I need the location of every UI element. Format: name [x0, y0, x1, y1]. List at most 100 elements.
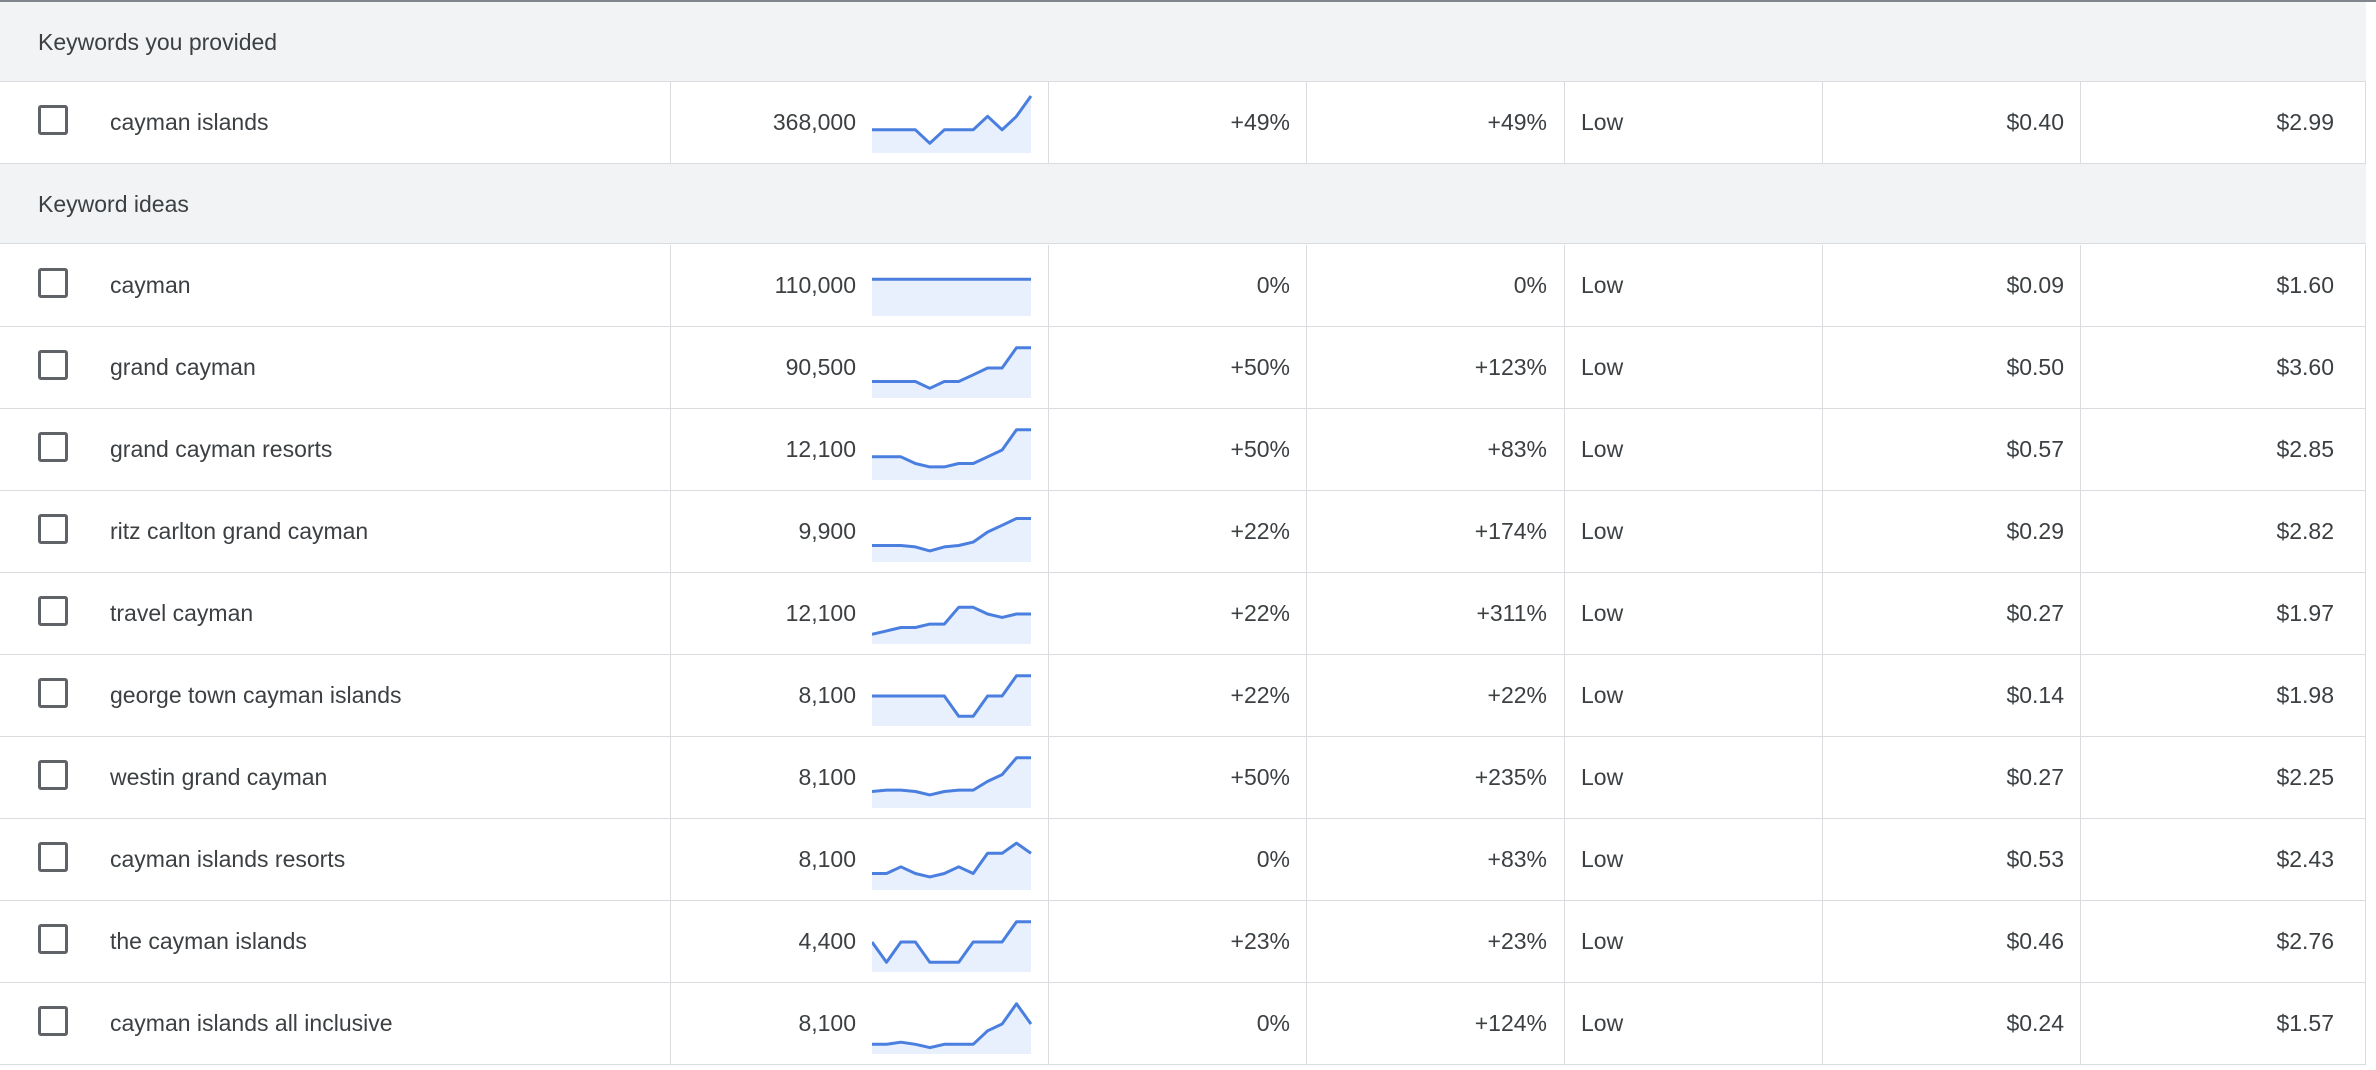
keyword-row[interactable]: george town cayman islands 8,100 +22% +22% L… — [0, 655, 2366, 737]
row-select-checkbox[interactable] — [38, 350, 68, 380]
keyword-text: grand cayman resorts — [110, 436, 333, 462]
column-divider — [2365, 983, 2366, 1064]
keyword-row[interactable]: grand cayman resorts 12,100 +50% +83% Low $0.… — [0, 409, 2366, 491]
sparkline-line — [872, 95, 1032, 145]
search-trend-sparkline — [872, 605, 1031, 644]
top-of-page-bid-low: $0.29 — [2006, 518, 2064, 544]
column-divider — [1564, 409, 1565, 490]
keyword-row[interactable]: cayman islands resorts 8,100 0% +83% Low $0.5… — [0, 819, 2366, 901]
keyword-row[interactable]: travel cayman 12,100 +22% +311% Low $0.27 $1.9… — [0, 573, 2366, 655]
column-divider — [2080, 245, 2081, 326]
top-of-page-bid-high: $2.43 — [2276, 846, 2334, 872]
three-month-change: 0% — [1256, 846, 1290, 872]
column-divider — [1822, 655, 1823, 736]
yoy-change: +311% — [1476, 600, 1547, 626]
column-divider — [1564, 983, 1565, 1064]
top-of-page-bid-low: $0.57 — [2006, 436, 2064, 462]
column-divider — [1306, 82, 1307, 163]
row-select-checkbox[interactable] — [38, 760, 68, 790]
sparkline-area — [872, 675, 1031, 726]
top-of-page-bid-high: $2.76 — [2276, 928, 2334, 954]
top-of-page-bid-high: $2.99 — [2276, 109, 2334, 135]
keyword-row[interactable]: cayman islands 368,000 +49% +49% Low $0.40 $2.… — [0, 82, 2366, 164]
row-select-checkbox[interactable] — [38, 678, 68, 708]
keyword-row[interactable]: the cayman islands 4,400 +23% +23% Low $0.46 $… — [0, 901, 2366, 983]
yoy-change: +123% — [1474, 354, 1547, 380]
row-select-checkbox[interactable] — [38, 105, 68, 135]
sparkline-area — [872, 607, 1031, 644]
column-divider — [670, 82, 671, 163]
three-month-change: 0% — [1256, 1010, 1290, 1036]
top-of-page-bid-low: $0.53 — [2006, 846, 2064, 872]
column-divider — [2365, 573, 2366, 654]
column-divider — [2080, 409, 2081, 490]
keyword-row[interactable]: ritz carlton grand cayman 9,900 +22% +174% L… — [0, 491, 2366, 573]
sparkline-area — [872, 279, 1031, 316]
column-divider — [2365, 819, 2366, 900]
three-month-change: +50% — [1230, 764, 1290, 790]
column-divider — [1048, 901, 1049, 982]
column-divider — [1306, 737, 1307, 818]
top-of-page-bid-high: $1.60 — [2276, 272, 2334, 298]
column-divider — [1306, 245, 1307, 326]
sparkline-line — [872, 1002, 1032, 1050]
column-divider — [1822, 245, 1823, 326]
avg-monthly-searches: 90,500 — [785, 354, 856, 380]
row-select-checkbox[interactable] — [38, 1006, 68, 1036]
top-of-page-bid-high: $2.82 — [2276, 518, 2334, 544]
column-divider — [1564, 573, 1565, 654]
column-divider — [1822, 983, 1823, 1064]
competition: Low — [1581, 354, 1624, 380]
column-divider — [2080, 819, 2081, 900]
column-divider — [1048, 819, 1049, 900]
search-trend-sparkline — [872, 346, 1031, 398]
competition: Low — [1581, 928, 1624, 954]
row-select-checkbox[interactable] — [38, 596, 68, 626]
three-month-change: +50% — [1230, 354, 1290, 380]
search-trend-sparkline — [872, 95, 1032, 153]
sparkline-area — [872, 757, 1031, 808]
sparkline-line — [872, 756, 1031, 797]
column-divider — [2080, 573, 2081, 654]
column-divider — [1048, 983, 1049, 1064]
yoy-change: +83% — [1487, 846, 1547, 872]
competition: Low — [1581, 436, 1624, 462]
column-divider — [2365, 327, 2366, 408]
column-divider — [2080, 901, 2081, 982]
keyword-row[interactable]: cayman islands all inclusive 8,100 0% +124%… — [0, 983, 2366, 1065]
section-title: Keyword ideas — [38, 191, 189, 217]
yoy-change: +124% — [1474, 1010, 1547, 1036]
column-divider — [1564, 819, 1565, 900]
sparkline-area — [872, 921, 1031, 972]
sparkline-area — [872, 429, 1031, 480]
column-divider — [670, 573, 671, 654]
keyword-row[interactable]: westin grand cayman 8,100 +50% +235% Low $0.2… — [0, 737, 2366, 819]
top-of-page-bid-high: $2.85 — [2276, 436, 2334, 462]
column-divider — [2080, 327, 2081, 408]
yoy-change: +235% — [1474, 764, 1547, 790]
keyword-row[interactable]: cayman 110,000 0% 0% Low $0.09 $1.60 — [0, 245, 2366, 327]
column-divider — [2080, 655, 2081, 736]
sparkline-line — [872, 346, 1031, 390]
top-of-page-bid-high: $1.57 — [2276, 1010, 2334, 1036]
top-of-page-bid-low: $0.09 — [2006, 272, 2064, 298]
row-select-checkbox[interactable] — [38, 924, 68, 954]
keyword-row[interactable]: grand cayman 90,500 +50% +123% Low $0.50 $3.60 — [0, 327, 2366, 409]
column-divider — [670, 655, 671, 736]
competition: Low — [1581, 272, 1624, 298]
column-divider — [1306, 327, 1307, 408]
row-select-checkbox[interactable] — [38, 514, 68, 544]
sparkline-line — [872, 841, 1032, 879]
competition: Low — [1581, 682, 1624, 708]
row-select-checkbox[interactable] — [38, 432, 68, 462]
column-divider — [1822, 573, 1823, 654]
column-divider — [1306, 819, 1307, 900]
keyword-text: grand cayman — [110, 354, 256, 380]
column-divider — [2080, 82, 2081, 163]
three-month-change: +22% — [1230, 518, 1290, 544]
column-divider — [2365, 655, 2366, 736]
section-header-provided: Keywords you provided — [0, 2, 2366, 82]
row-select-checkbox[interactable] — [38, 842, 68, 872]
avg-monthly-searches: 368,000 — [772, 109, 856, 135]
row-select-checkbox[interactable] — [38, 268, 68, 298]
